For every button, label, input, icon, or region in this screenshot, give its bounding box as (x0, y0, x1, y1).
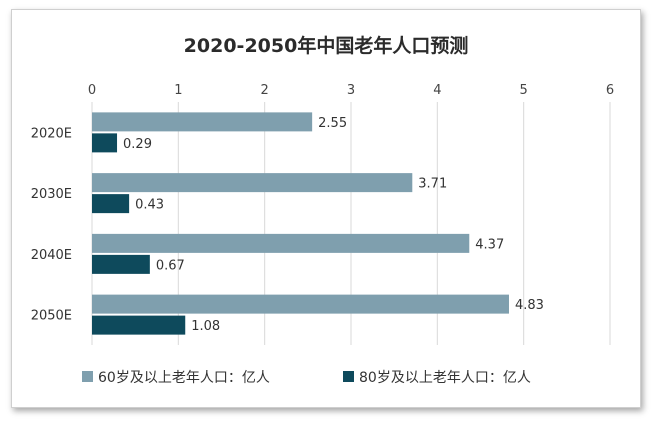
legend-swatch (82, 371, 93, 382)
x-tick-label: 2 (261, 83, 269, 98)
data-label: 4.83 (515, 298, 544, 313)
data-label: 4.37 (475, 237, 504, 252)
bars (92, 112, 509, 335)
x-axis-ticks: 0 1 2 3 4 5 6 (88, 83, 614, 98)
bar (92, 194, 130, 214)
data-label: 0.67 (156, 258, 185, 273)
category-label: 2040E (31, 248, 72, 263)
bar (92, 112, 313, 132)
category-label: 2030E (31, 187, 72, 202)
legend-label: 60岁及以上老年人口：亿人 (98, 370, 270, 386)
data-label: 0.43 (135, 198, 164, 213)
x-tick-label: 6 (606, 83, 614, 98)
chart-title: 2020-2050年中国老年人口预测 (184, 34, 469, 57)
data-label: 3.71 (418, 177, 447, 192)
x-tick-label: 1 (174, 83, 182, 98)
bar (92, 294, 509, 314)
bar (92, 233, 470, 253)
data-label: 1.08 (191, 319, 220, 334)
legend-swatch (343, 371, 354, 382)
bar (92, 315, 186, 335)
data-label: 0.29 (123, 137, 152, 152)
legend-label: 80岁及以上老年人口：亿人 (359, 370, 531, 386)
data-label: 2.55 (318, 116, 347, 131)
bar (92, 254, 150, 274)
x-tick-label: 5 (520, 83, 528, 98)
x-tick-label: 0 (88, 83, 96, 98)
bar (92, 133, 118, 153)
bar (92, 173, 413, 193)
category-label: 2050E (31, 309, 72, 324)
legend: 60岁及以上老年人口：亿人 80岁及以上老年人口：亿人 (82, 370, 531, 386)
x-tick-label: 3 (347, 83, 355, 98)
x-tick-label: 4 (433, 83, 441, 98)
data-labels: 2.55 0.29 3.71 0.43 4.37 0.67 4.83 1.08 (123, 116, 544, 334)
category-label: 2020E (31, 126, 72, 141)
category-labels: 2020E 2030E 2040E 2050E (31, 126, 72, 323)
